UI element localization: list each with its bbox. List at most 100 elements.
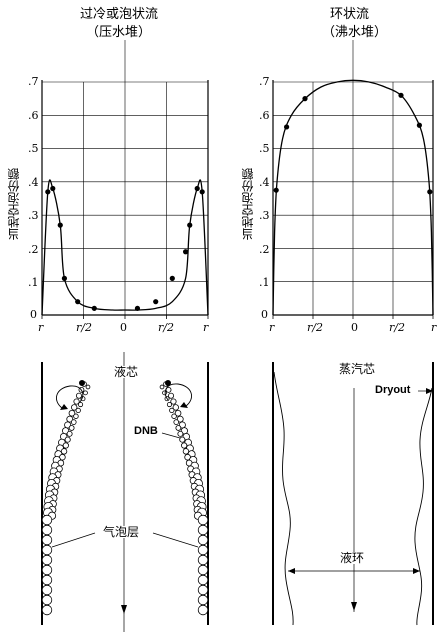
bubble (197, 554, 209, 566)
chart2-ytick: .5 (259, 142, 270, 155)
bubble (73, 398, 80, 405)
chart1-ytick: .7 (28, 75, 39, 88)
bubble (197, 544, 209, 556)
bubble (77, 401, 84, 408)
bubble (68, 409, 76, 417)
bubble (162, 390, 167, 396)
bubble (197, 514, 209, 526)
bubble (197, 564, 209, 576)
bubble (166, 401, 173, 408)
chart2-xtick: r/2 (389, 321, 405, 334)
series-line (272, 79, 434, 316)
bubble (159, 384, 165, 390)
chart2-ytick: .2 (259, 243, 270, 256)
data-point (302, 96, 308, 102)
dryout-arrowhead (426, 388, 433, 394)
bubble (197, 584, 209, 596)
film-interface-left (273, 371, 294, 626)
bubble (60, 448, 68, 455)
bubble (41, 544, 53, 556)
bubbly-channel (41, 352, 209, 632)
bubble (175, 425, 182, 431)
chart1-ytick: .1 (28, 276, 39, 289)
bubble (41, 584, 53, 596)
bubble-solid (79, 380, 85, 386)
bubble-layer-leader-right (152, 532, 199, 548)
bubble (41, 564, 53, 576)
dnb-label: DNB (134, 425, 158, 437)
chart1-title: 过冷或泡状流 (80, 7, 159, 22)
bubble (182, 448, 190, 455)
bubble (41, 524, 53, 536)
bubble (179, 436, 186, 443)
data-point (50, 185, 56, 192)
chart2-ytick: 0 (261, 308, 268, 321)
bubble-layer-right (159, 380, 209, 616)
chart2-ytick: .3 (259, 209, 270, 222)
data-point (194, 185, 200, 192)
data-point (169, 275, 175, 281)
data-point (45, 189, 51, 195)
data-point (61, 275, 68, 281)
chart1-plot (41, 40, 209, 319)
swirl-arrow-left-head (60, 404, 68, 410)
bubble (197, 574, 209, 586)
bubble (169, 407, 175, 414)
bubble (41, 514, 53, 526)
annular-channel (272, 362, 434, 626)
bubble (181, 442, 188, 449)
chart2-ytick: .6 (259, 109, 270, 122)
chart2-ytick: .7 (259, 75, 270, 88)
bubble-layer-leader-left (51, 532, 96, 548)
data-point (134, 305, 141, 311)
chart1-ytick: .6 (28, 109, 39, 122)
bubble (75, 392, 82, 399)
chart1-ytick: 0 (30, 308, 37, 321)
data-point (199, 189, 205, 195)
bubble-layer-label: 气泡层 (103, 525, 140, 539)
data-point (91, 305, 97, 311)
swirl-arrow-left (56, 385, 84, 409)
bubble (66, 415, 74, 423)
liquid-core-label: 液芯 (114, 365, 139, 379)
data-point (273, 187, 279, 193)
bubble (64, 436, 71, 443)
bubble (197, 534, 209, 546)
bubble (41, 554, 53, 566)
bubble (173, 419, 180, 425)
film-interface-right (414, 387, 433, 626)
chart1-xtick: 0 (120, 321, 127, 334)
bubble (68, 425, 75, 431)
bubble (70, 419, 77, 425)
bubble (197, 594, 209, 606)
bubble (66, 430, 73, 437)
data-point (153, 299, 159, 305)
bubble (71, 404, 78, 411)
chart2-xtick: r/2 (307, 321, 323, 334)
liquid-ring-arrow-left (288, 568, 295, 574)
bubble (197, 524, 209, 536)
bubble (197, 604, 209, 616)
chart1-ytick: .3 (28, 209, 39, 222)
data-point (427, 189, 433, 195)
chart2-ytick: .4 (259, 176, 270, 189)
dryout-label: Dryout (375, 384, 411, 396)
bubble (171, 413, 177, 419)
data-point (416, 122, 422, 128)
center-arrowhead (351, 602, 357, 611)
liquid-ring-arrow-right (413, 568, 420, 574)
data-point (284, 124, 290, 130)
bubble (41, 604, 53, 616)
bubble (41, 534, 53, 546)
chart2-xtick: r (269, 321, 275, 334)
chart2-subtitle: （沸水堆） (322, 25, 388, 40)
swirl-arrow-right-head (180, 402, 188, 408)
bubble (174, 409, 182, 417)
chart1-xtick: r (203, 321, 209, 334)
bubble (170, 398, 177, 405)
bubble-layer-left (41, 380, 91, 616)
data-point (75, 299, 81, 305)
data-point (398, 92, 404, 98)
bubble (168, 392, 175, 399)
